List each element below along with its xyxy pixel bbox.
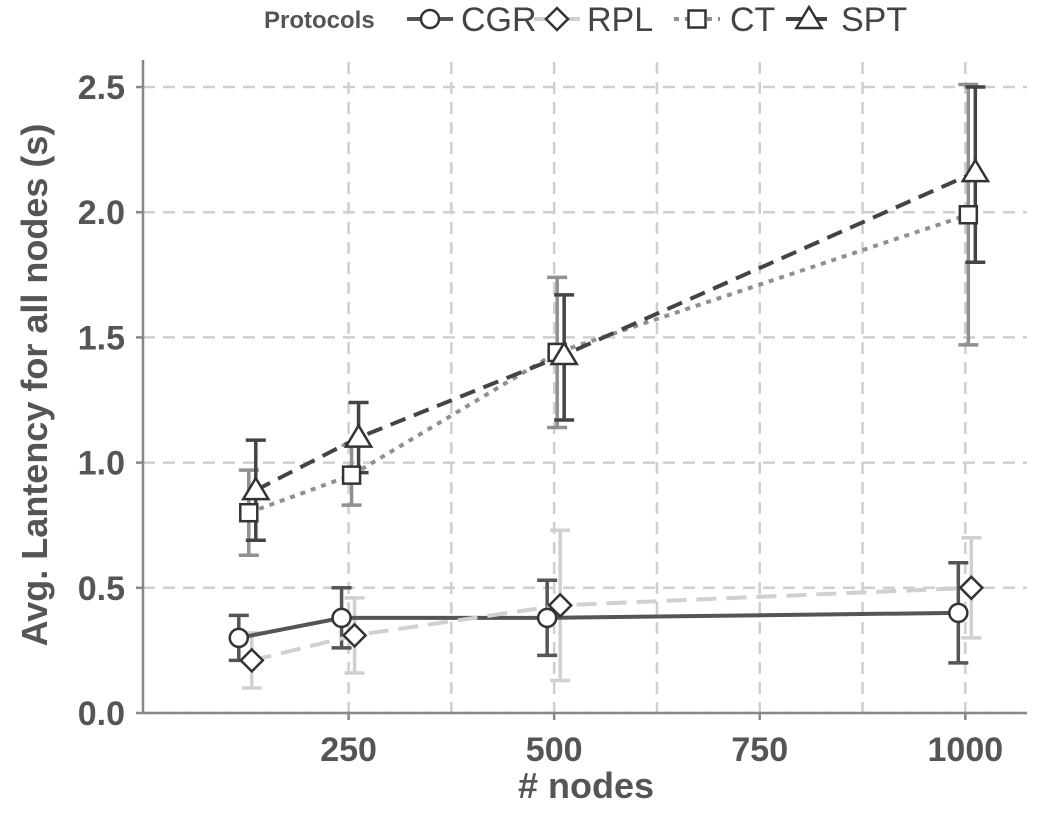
- legend-label-spt: SPT: [841, 1, 907, 39]
- legend-item-cgr: CGR: [407, 1, 537, 39]
- spt-series-line: [254, 170, 977, 492]
- rpl-series-line: [251, 585, 972, 663]
- cgr-point: [536, 607, 558, 629]
- legend: Protocols CGR RPL CT SPT: [264, 1, 907, 39]
- y-axis-title: Avg. Lantency for all nodes (s): [14, 124, 55, 647]
- grid: [143, 62, 1027, 715]
- ct-point: [341, 465, 362, 485]
- legend-item-ct: CT: [674, 1, 775, 39]
- x-tick-label: 250: [320, 731, 377, 769]
- y-tick-label: 1.5: [78, 319, 125, 357]
- x-tick-label: 750: [731, 731, 788, 769]
- spt-point: [343, 423, 374, 448]
- spt-point: [960, 157, 991, 183]
- legend-marker-ct: [687, 9, 707, 29]
- rpl-point: [341, 622, 368, 649]
- series-lines: [238, 170, 977, 663]
- x-tick-label: 1000: [928, 731, 1004, 769]
- x-tick-label: 500: [526, 731, 583, 769]
- ct-point: [958, 204, 979, 225]
- legend-label-ct: CT: [730, 1, 775, 39]
- rpl-point: [547, 592, 573, 619]
- series-layer: [228, 82, 991, 690]
- y-tick-label: 0.0: [78, 695, 125, 733]
- legend-label-rpl: RPL: [587, 1, 653, 39]
- legend-marker-cgr: [419, 8, 441, 30]
- spt-point: [549, 340, 579, 366]
- legend-title: Protocols: [264, 7, 375, 34]
- error-bars: [228, 82, 986, 690]
- legend-marker-spt: [794, 4, 824, 30]
- ct-point: [239, 502, 259, 523]
- y-tick-label: 0.5: [78, 570, 125, 608]
- rpl-point: [239, 647, 265, 674]
- x-axis-title: # nodes: [518, 765, 654, 806]
- legend-label-cgr: CGR: [461, 1, 537, 39]
- legend-marker-rpl: [544, 6, 570, 32]
- series-markers: [228, 157, 991, 674]
- rpl-point: [958, 575, 985, 601]
- axes: 0.0 0.5 1.0 1.5 2.0 2.5 250 500 750 1000: [78, 60, 1027, 769]
- legend-item-spt: SPT: [786, 1, 907, 39]
- cgr-point: [331, 607, 352, 629]
- spt-point: [240, 475, 271, 501]
- legend-item-rpl: RPL: [534, 1, 653, 39]
- cgr-point: [228, 627, 250, 649]
- cgr-point: [948, 602, 969, 624]
- y-tick-label: 2.5: [78, 69, 125, 107]
- ct-series-line: [248, 212, 969, 515]
- cgr-series-line: [238, 610, 959, 640]
- y-tick-label: 2.0: [78, 194, 125, 232]
- y-tick-label: 1.0: [78, 445, 125, 483]
